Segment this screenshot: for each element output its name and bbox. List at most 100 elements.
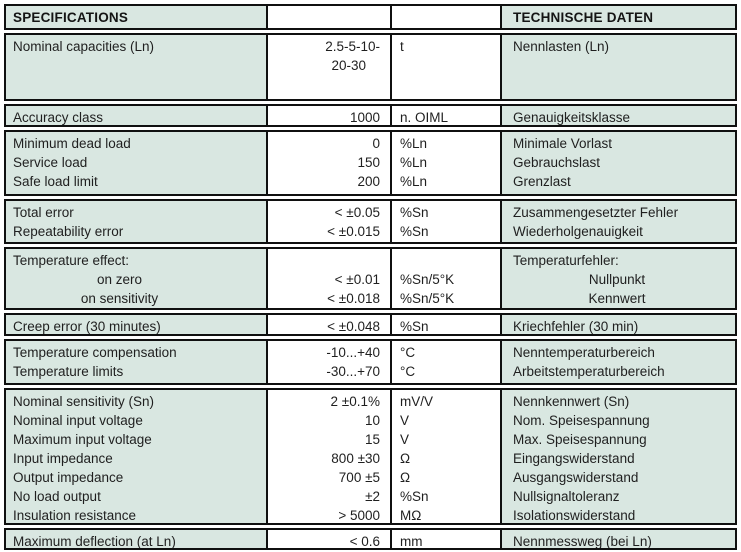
unit-cell	[400, 251, 500, 270]
name-column: Minimum dead load Service load Safe load l…	[6, 132, 268, 194]
value-cell: < ±0.018	[327, 291, 380, 306]
german-cell: Nullpunkt	[588, 272, 646, 287]
unit-column: %Sn %Sn	[392, 201, 502, 242]
value-cell: 800 ±30	[331, 451, 380, 466]
german-cell: Temperaturfehler:	[513, 253, 619, 268]
name-cell: Temperature limits	[13, 364, 124, 379]
unit-cell: n. OIML	[400, 110, 449, 125]
value-cell: ±2	[365, 489, 380, 504]
header-unit-column	[392, 6, 502, 28]
unit-cell: %Sn	[400, 205, 429, 220]
name-column: Creep error (30 minutes)	[6, 315, 268, 334]
name-cell: Nominal capacities (Ln)	[13, 39, 155, 54]
german-cell: Nullsignaltoleranz	[513, 489, 620, 504]
unit-cell: %Sn/5°K	[400, 272, 455, 287]
unit-cell: %Sn	[400, 489, 429, 504]
unit-cell: %Sn	[400, 224, 429, 239]
name-column: Nominal capacities (Ln)	[6, 35, 268, 99]
value-cell: < ±0.015	[327, 224, 380, 239]
value-cell: -30...+70	[326, 364, 380, 379]
spec-group-1: Nominal capacities (Ln) 2.5-5-10- 20-30 t Ne…	[4, 33, 737, 101]
unit-cell: %Ln	[400, 174, 428, 189]
name-cell: Maximum deflection (at Ln)	[13, 534, 176, 549]
value-cell: 1000	[349, 110, 380, 125]
value-cell	[268, 251, 380, 270]
value-cell: < ±0.01	[334, 272, 380, 287]
value-cell: 10	[364, 413, 380, 428]
name-cell: Total error	[13, 205, 74, 220]
unit-cell: %Sn	[400, 319, 429, 334]
header-name-column: SPECIFICATIONS	[6, 6, 268, 28]
name-cell: Nominal input voltage	[13, 413, 143, 428]
name-cell: Input impedance	[13, 451, 113, 466]
name-column: Accuracy class	[6, 106, 268, 125]
unit-column: n. OIML	[392, 106, 502, 125]
value-cell: < ±0.048	[327, 319, 380, 334]
value-cell: 150	[357, 155, 380, 170]
german-cell: Gebrauchslast	[513, 155, 601, 170]
german-column: Nennlasten (Ln)	[502, 35, 735, 99]
unit-column: %Ln %Ln %Ln	[392, 132, 502, 194]
german-cell: Isolationswiderstand	[513, 508, 636, 523]
german-cell: Arbeitstemperaturbereich	[513, 364, 665, 379]
german-column: Minimale Vorlast Gebrauchslast Grenzlast	[502, 132, 735, 194]
value-cell: 15	[364, 432, 380, 447]
unit-column: %Sn	[392, 315, 502, 334]
value-column: 2.5-5-10- 20-30	[268, 35, 392, 99]
german-cell: Nennkennwert (Sn)	[513, 394, 630, 409]
spec-group-2: Accuracy class 1000 n. OIML Genauigkeitskla…	[4, 104, 737, 127]
german-cell: Grenzlast	[513, 174, 571, 189]
name-column: Temperature effect: on zero on sensitivity	[6, 249, 268, 308]
german-cell	[513, 56, 735, 75]
unit-cell: MΩ	[400, 508, 422, 523]
german-cell: Minimale Vorlast	[513, 136, 613, 151]
value-column: -10...+40 -30...+70	[268, 341, 392, 383]
value-column: 2 ±0.1% 10 15 800 ±30 700 ±5 ±2 > 5000	[268, 390, 392, 523]
german-cell: Max. Speisespannung	[513, 432, 647, 447]
german-cell: Nom. Speisespannung	[513, 413, 650, 428]
value-cell: 20-30	[331, 58, 366, 73]
german-cell: Zusammengesetzter Fehler	[513, 205, 679, 220]
name-cell: Service load	[13, 155, 88, 170]
technische-daten-heading: TECHNISCHE DATEN	[513, 10, 654, 25]
spec-group-7: Temperature compensation Temperature limi…	[4, 339, 737, 385]
value-cell: > 5000	[338, 508, 380, 523]
spec-group-5: Temperature effect: on zero on sensitivity…	[4, 247, 737, 310]
name-cell: on sensitivity	[80, 291, 159, 306]
unit-cell: %Ln	[400, 155, 428, 170]
value-cell: 200	[357, 174, 380, 189]
name-cell: Creep error (30 minutes)	[13, 319, 161, 334]
specifications-heading: SPECIFICATIONS	[13, 10, 129, 25]
value-cell: < 0.6	[349, 534, 380, 549]
german-cell: Wiederholgenauigkeit	[513, 224, 643, 239]
spec-group-8: Nominal sensitivity (Sn) Nominal input vo…	[4, 388, 737, 525]
value-cell: 2.5-5-10-	[325, 39, 380, 54]
german-cell: Ausgangswiderstand	[513, 470, 639, 485]
german-column: Nennmessweg (bei Ln)	[502, 530, 735, 548]
name-column: Temperature compensation Temperature limi…	[6, 341, 268, 383]
unit-column: mm	[392, 530, 502, 548]
german-cell: Kennwert	[588, 291, 646, 306]
german-column: Nenntemperaturbereich Arbeitstemperaturbe…	[502, 341, 735, 383]
name-cell: Repeatability error	[13, 224, 124, 239]
value-column: < ±0.01 < ±0.018	[268, 249, 392, 308]
unit-cell: mV/V	[400, 394, 434, 409]
german-column: Genauigkeitsklasse	[502, 106, 735, 125]
name-cell: Maximum input voltage	[13, 432, 152, 447]
unit-column: mV/V V V Ω Ω %Sn MΩ	[392, 390, 502, 523]
value-column: 0 150 200	[268, 132, 392, 194]
name-cell: Temperature compensation	[13, 345, 177, 360]
spec-group-6: Creep error (30 minutes) < ±0.048 %Sn Kriec…	[4, 313, 737, 336]
german-cell: Genauigkeitsklasse	[513, 110, 631, 125]
name-cell: Minimum dead load	[13, 136, 131, 151]
german-cell: Nennmessweg (bei Ln)	[513, 534, 652, 549]
value-column: < ±0.05 < ±0.015	[268, 201, 392, 242]
name-cell: Accuracy class	[13, 110, 104, 125]
name-cell: Output impedance	[13, 470, 124, 485]
german-cell: Kriechfehler (30 min)	[513, 319, 639, 334]
name-cell	[13, 56, 266, 75]
header-german-column: TECHNISCHE DATEN	[502, 6, 735, 28]
name-cell: Insulation resistance	[13, 508, 137, 523]
unit-cell: %Sn/5°K	[400, 291, 455, 306]
spec-group-4: Total error Repeatability error < ±0.05 < ±…	[4, 199, 737, 244]
